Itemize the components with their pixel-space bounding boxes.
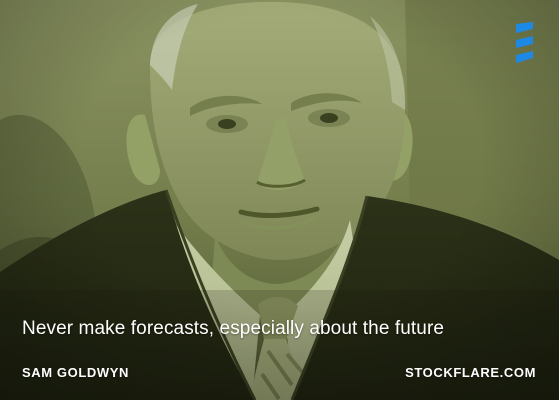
quote-author: SAM GOLDWYN (22, 365, 129, 380)
quote-text: Never make forecasts, especially about t… (22, 318, 445, 339)
site-domain: STOCKFLARE.COM (405, 365, 536, 380)
stockflare-logo-icon (516, 22, 533, 63)
